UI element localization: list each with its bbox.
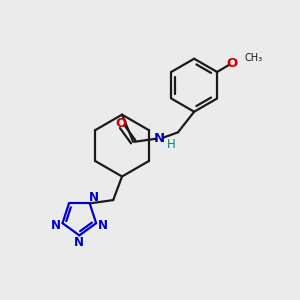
Text: N: N (74, 236, 84, 249)
Text: CH₃: CH₃ (244, 53, 262, 63)
Text: N: N (98, 219, 108, 232)
Text: N: N (89, 191, 99, 204)
Text: H: H (167, 138, 175, 151)
Text: N: N (50, 219, 61, 232)
Text: N: N (154, 132, 165, 145)
Text: O: O (226, 57, 238, 70)
Text: O: O (115, 117, 126, 130)
